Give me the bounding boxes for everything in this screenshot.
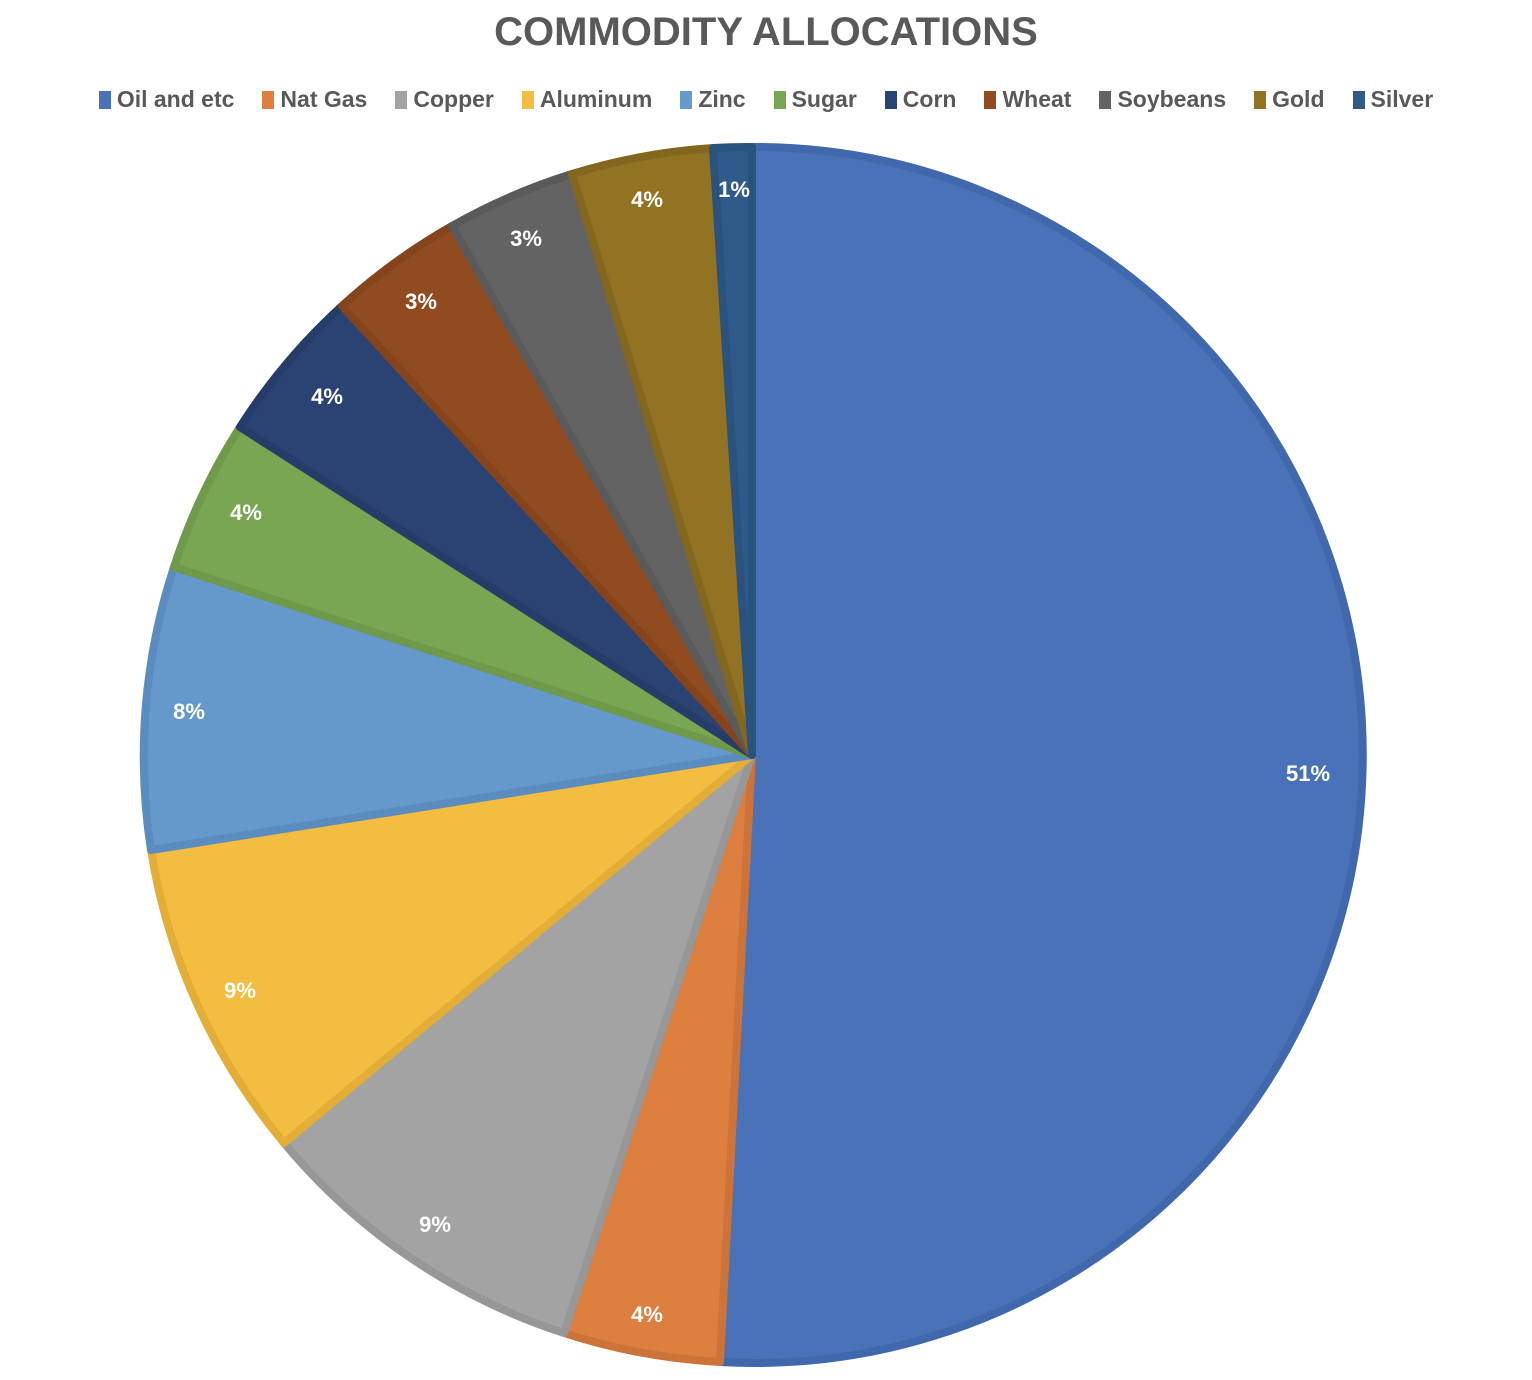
label-aluminum: 9% [224,978,256,1003]
legend-swatch [680,90,693,109]
label-gold: 4% [631,187,663,212]
legend-swatch [984,90,997,109]
legend-item-corn[interactable]: Corn [884,86,957,113]
legend-label: Aluminum [539,86,653,112]
legend-label: Zinc [698,86,746,112]
label-nat-gas: 4% [631,1302,663,1327]
legend-swatch [521,90,534,109]
legend-item-nat-gas[interactable]: Nat Gas [262,86,367,113]
legend-label: Nat Gas [280,86,368,112]
legend-item-sugar[interactable]: Sugar [773,86,857,113]
legend-item-silver[interactable]: Silver [1352,86,1434,113]
slice-silver[interactable] [709,142,756,759]
legend-swatch [98,90,111,109]
legend-label: Corn [902,86,957,112]
slice-copper[interactable] [280,751,756,1337]
legend-swatch [773,90,786,109]
label-zinc: 8% [173,699,205,724]
legend-label: Soybeans [1117,86,1227,112]
legend-item-gold[interactable]: Gold [1254,86,1325,113]
legend-label: Oil and etc [116,86,235,112]
legend-swatch [1099,90,1112,109]
label-corn: 4% [311,384,343,409]
legend-label: Wheat [1002,86,1072,112]
label-sugar: 4% [230,500,262,525]
legend-item-zinc[interactable]: Zinc [680,86,746,113]
legend-item-oil[interactable]: Oil and etc [98,86,235,113]
legend-swatch [1254,90,1267,109]
legend-label: Sugar [791,86,857,112]
legend-swatch [262,90,275,109]
label-silver: 1% [718,177,750,202]
slice-aluminum[interactable] [147,751,756,1147]
slice-zinc[interactable] [139,563,756,854]
chart-legend: Oil and etc Nat Gas Copper Aluminum Zinc… [0,86,1532,113]
slice-oil-and-etc[interactable] [716,142,1367,1367]
legend-item-soybeans[interactable]: Soybeans [1099,86,1226,113]
label-wheat: 3% [405,289,437,314]
legend-swatch [1352,90,1365,109]
legend-swatch [395,90,408,109]
legend-label: Gold [1272,86,1325,112]
legend-item-copper[interactable]: Copper [395,86,494,113]
label-oil-and-etc: 51% [1286,761,1330,786]
legend-item-wheat[interactable]: Wheat [984,86,1071,113]
chart-title: COMMODITY ALLOCATIONS [494,10,1038,54]
legend-swatch [884,90,897,109]
legend-label: Copper [413,86,494,112]
label-soybeans: 3% [510,226,542,251]
label-copper: 9% [419,1212,451,1237]
legend-label: Silver [1370,86,1434,112]
legend-item-aluminum[interactable]: Aluminum [521,86,653,113]
